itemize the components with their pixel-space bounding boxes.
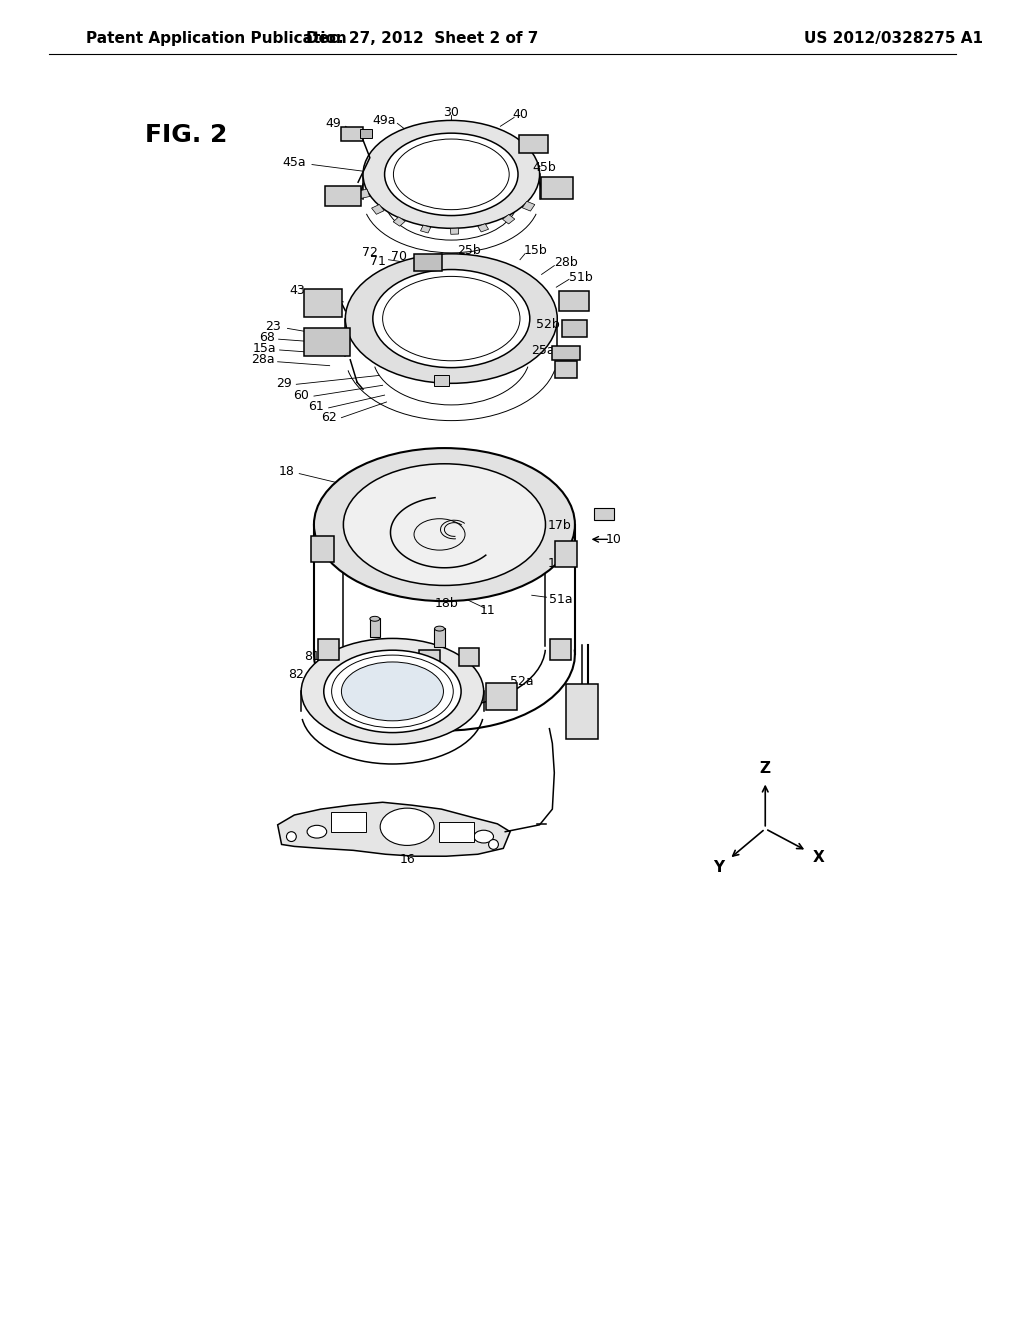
Text: 28a: 28a xyxy=(251,354,274,366)
Text: Dec. 27, 2012  Sheet 2 of 7: Dec. 27, 2012 Sheet 2 of 7 xyxy=(306,32,538,46)
Circle shape xyxy=(488,840,499,849)
FancyBboxPatch shape xyxy=(559,290,589,312)
Ellipse shape xyxy=(324,651,461,733)
Text: 71: 71 xyxy=(370,255,386,268)
FancyBboxPatch shape xyxy=(434,628,444,647)
FancyBboxPatch shape xyxy=(311,536,334,562)
Text: 81: 81 xyxy=(304,649,319,663)
Ellipse shape xyxy=(434,626,444,631)
Text: 10: 10 xyxy=(605,533,622,546)
Text: 62: 62 xyxy=(321,411,337,424)
Text: 17b: 17b xyxy=(548,557,571,570)
Ellipse shape xyxy=(314,447,574,601)
Text: 49: 49 xyxy=(326,117,341,129)
Text: 16: 16 xyxy=(399,853,415,866)
Ellipse shape xyxy=(380,808,434,845)
Ellipse shape xyxy=(474,830,494,843)
Ellipse shape xyxy=(332,655,454,727)
Ellipse shape xyxy=(307,825,327,838)
Text: 11: 11 xyxy=(479,605,496,618)
Text: US 2012/0328275 A1: US 2012/0328275 A1 xyxy=(805,32,983,46)
Polygon shape xyxy=(478,223,488,232)
Text: 40: 40 xyxy=(512,108,528,121)
Ellipse shape xyxy=(393,139,509,210)
FancyBboxPatch shape xyxy=(370,619,380,636)
Text: 68: 68 xyxy=(259,331,274,343)
Text: FIG. 2: FIG. 2 xyxy=(145,123,227,147)
FancyBboxPatch shape xyxy=(326,186,360,206)
Text: 49a: 49a xyxy=(373,114,396,127)
Ellipse shape xyxy=(343,463,546,586)
FancyBboxPatch shape xyxy=(555,362,578,378)
Text: 60: 60 xyxy=(293,388,309,401)
Text: 18b: 18b xyxy=(434,597,459,610)
FancyBboxPatch shape xyxy=(359,129,372,139)
Polygon shape xyxy=(393,216,406,226)
Text: 30: 30 xyxy=(443,106,459,119)
FancyBboxPatch shape xyxy=(434,375,449,385)
Ellipse shape xyxy=(301,639,483,744)
Text: 15a: 15a xyxy=(253,342,276,355)
FancyBboxPatch shape xyxy=(555,541,578,568)
FancyBboxPatch shape xyxy=(565,684,598,739)
Polygon shape xyxy=(372,205,384,214)
FancyBboxPatch shape xyxy=(541,177,573,199)
FancyBboxPatch shape xyxy=(552,346,581,360)
Circle shape xyxy=(287,832,296,842)
Polygon shape xyxy=(503,214,515,224)
Ellipse shape xyxy=(341,661,443,721)
FancyBboxPatch shape xyxy=(304,289,342,317)
Text: 82: 82 xyxy=(289,668,304,681)
Ellipse shape xyxy=(385,133,518,215)
Text: 70: 70 xyxy=(391,251,408,263)
FancyBboxPatch shape xyxy=(594,508,614,520)
Text: 52b: 52b xyxy=(536,318,559,331)
Text: 18: 18 xyxy=(279,465,295,478)
Text: 29: 29 xyxy=(275,376,292,389)
FancyBboxPatch shape xyxy=(414,255,442,271)
Text: 72: 72 xyxy=(361,247,378,259)
Text: 17b: 17b xyxy=(548,519,571,532)
Text: Y: Y xyxy=(713,861,724,875)
FancyBboxPatch shape xyxy=(341,127,364,140)
Polygon shape xyxy=(421,226,431,232)
Polygon shape xyxy=(278,803,510,857)
Ellipse shape xyxy=(370,616,380,622)
FancyBboxPatch shape xyxy=(486,682,516,710)
Ellipse shape xyxy=(383,276,520,360)
FancyBboxPatch shape xyxy=(519,135,548,153)
Text: 23: 23 xyxy=(265,319,281,333)
FancyBboxPatch shape xyxy=(550,639,570,660)
FancyBboxPatch shape xyxy=(420,649,440,668)
Ellipse shape xyxy=(345,253,557,383)
FancyBboxPatch shape xyxy=(304,327,350,356)
Polygon shape xyxy=(331,812,366,832)
Polygon shape xyxy=(438,822,474,842)
Text: 45a: 45a xyxy=(283,156,306,169)
Ellipse shape xyxy=(373,269,529,368)
Ellipse shape xyxy=(362,120,540,228)
Text: 51a: 51a xyxy=(549,593,573,606)
Text: Z: Z xyxy=(760,762,771,776)
FancyBboxPatch shape xyxy=(562,319,587,337)
Text: 15b: 15b xyxy=(524,244,548,257)
Text: 45b: 45b xyxy=(532,161,556,174)
Text: Patent Application Publication: Patent Application Publication xyxy=(86,32,347,46)
Text: 61: 61 xyxy=(308,400,324,413)
FancyBboxPatch shape xyxy=(459,648,479,667)
Polygon shape xyxy=(357,189,370,198)
Text: 28b: 28b xyxy=(554,256,578,269)
Polygon shape xyxy=(522,201,535,211)
Text: X: X xyxy=(813,850,825,865)
Polygon shape xyxy=(451,228,459,235)
Text: 52a: 52a xyxy=(510,675,534,688)
Text: 43: 43 xyxy=(290,284,305,297)
FancyBboxPatch shape xyxy=(318,639,339,660)
Text: 25a: 25a xyxy=(530,345,554,358)
Text: 51b: 51b xyxy=(569,271,593,284)
Text: 25b: 25b xyxy=(457,244,481,257)
Text: 20: 20 xyxy=(471,282,486,296)
